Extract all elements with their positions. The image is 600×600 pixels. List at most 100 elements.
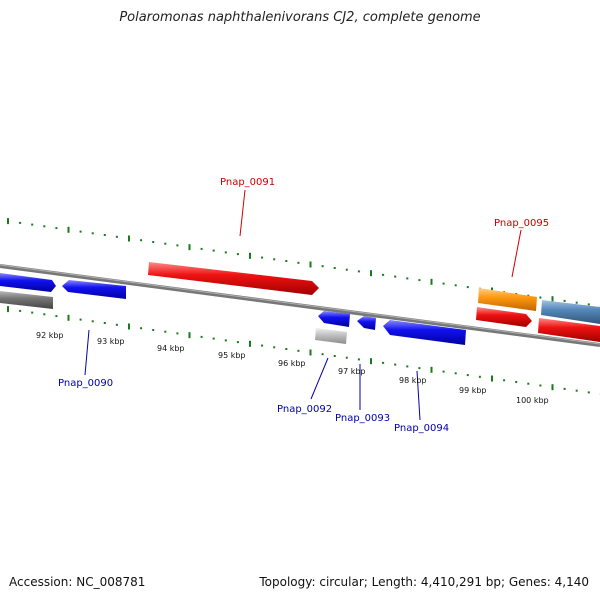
upper-scale-minor-tick — [31, 223, 34, 226]
lower-scale-major-tick — [67, 314, 70, 321]
lower-scale-minor-tick — [212, 337, 215, 340]
gene-leader-lines — [84, 189, 522, 421]
upper-scale-major-tick — [67, 226, 70, 233]
gene-arrow-pnap-0094[interactable] — [383, 320, 466, 345]
upper-scale-minor-tick — [394, 275, 397, 278]
upper-scale-minor-tick — [55, 227, 58, 230]
scale-label-94: 94 kbp — [157, 344, 185, 353]
lower-scale-minor-tick — [164, 330, 167, 333]
scale-label-98: 98 kbp — [399, 376, 427, 385]
upper-scale-minor-tick — [321, 265, 324, 268]
gene-arrow-pnap-0095[interactable] — [478, 288, 537, 311]
lower-scale-major-tick — [491, 375, 493, 382]
upper-scale-minor-tick — [103, 234, 106, 236]
genome-backbone-highlight — [0, 264, 600, 345]
lower-scale-major-tick — [309, 349, 312, 356]
gene-label-pnap-0091[interactable]: Pnap_0091 — [220, 177, 275, 188]
genome-title: Polaromonas naphthalenivorans CJ2, compl… — [119, 10, 481, 25]
upper-scale-minor-tick — [115, 235, 118, 238]
lower-scale-major-tick — [188, 332, 191, 339]
scale-label-92: 92 kbp — [36, 331, 64, 340]
lower-scale-major-tick — [551, 384, 554, 391]
upper-scale-minor-tick — [236, 253, 239, 256]
upper-scale-minor-tick — [454, 284, 457, 287]
lower-scale-minor-tick — [587, 391, 590, 394]
upper-scale-minor-tick — [164, 242, 167, 245]
upper-scale-minor-tick — [79, 230, 82, 233]
lower-scale-minor-tick — [345, 356, 348, 359]
upper-scale-minor-tick — [140, 239, 143, 242]
lower-scale-minor-tick — [19, 309, 22, 312]
lower-scale-minor-tick — [394, 363, 397, 366]
gene-label-pnap-0095[interactable]: Pnap_0095 — [494, 218, 549, 229]
upper-scale-minor-tick — [176, 244, 179, 247]
genome-backbone — [0, 264, 600, 347]
lower-scale-minor-tick — [261, 344, 264, 347]
lower-scale-minor-tick — [478, 375, 481, 378]
gene-label-pnap-0090[interactable]: Pnap_0090 — [58, 378, 113, 389]
lower-scale-minor-tick — [297, 349, 300, 352]
lower-scale-major-tick — [249, 340, 251, 347]
lower-scale-minor-tick — [466, 374, 469, 377]
lower-scale-minor-tick — [115, 323, 118, 326]
upper-scale-minor-tick — [224, 251, 227, 254]
lower-scale-minor-tick — [79, 318, 82, 321]
lower-scale-minor-tick — [418, 367, 421, 370]
upper-scale-minor-tick — [442, 282, 445, 285]
gene-label-pnap-0093[interactable]: Pnap_0093 — [335, 413, 390, 424]
leader-line-pnap-0090 — [84, 329, 90, 376]
lower-scale-major-tick — [128, 323, 130, 330]
upper-scale-minor-tick — [406, 277, 409, 280]
lower-scale-minor-tick — [31, 311, 34, 314]
accession-text: Accession: NC_008781 — [9, 575, 146, 589]
scale-label-97: 97 kbp — [338, 367, 366, 376]
lower-scale-minor-tick — [333, 355, 336, 357]
gene-arrow-left-gray[interactable] — [0, 291, 53, 309]
lower-scale-minor-tick — [406, 365, 409, 368]
reverse-scale-track — [7, 306, 600, 396]
gene-label-pnap-0094[interactable]: Pnap_0094 — [394, 423, 449, 434]
lower-scale-minor-tick — [285, 348, 288, 350]
upper-scale-minor-tick — [539, 296, 542, 299]
upper-scale-major-tick — [551, 296, 554, 303]
upper-scale-minor-tick — [418, 279, 421, 282]
gene-arrow-pnap-0090[interactable] — [62, 280, 126, 299]
upper-scale-minor-tick — [333, 267, 336, 269]
lower-scale-minor-tick — [357, 358, 360, 361]
upper-scale-minor-tick — [357, 270, 360, 273]
upper-scale-minor-tick — [382, 273, 385, 276]
gene-arrow-pnap-0093[interactable] — [357, 316, 376, 330]
lower-scale-major-tick — [7, 306, 9, 313]
upper-scale-minor-tick — [285, 260, 288, 262]
leader-line-pnap-0095 — [511, 229, 522, 278]
gene-arrow-pnap-0091[interactable] — [148, 262, 319, 295]
gene-arrow-right-red-2[interactable] — [538, 318, 600, 342]
lower-scale-minor-tick — [527, 382, 530, 385]
gene-arrow-right-red-1[interactable] — [476, 307, 532, 327]
scale-labels: 92 kbp 93 kbp 94 kbp 95 kbp 96 kbp 97 kb… — [36, 331, 549, 405]
upper-scale-minor-tick — [261, 256, 264, 259]
gene-arrow-left-blue[interactable] — [0, 273, 56, 292]
scale-label-100: 100 kbp — [516, 396, 549, 405]
gene-arrow-pnap-0092[interactable] — [318, 311, 350, 327]
lower-scale-minor-tick — [442, 370, 445, 373]
scale-label-96: 96 kbp — [278, 359, 306, 368]
gene-box-gray[interactable] — [315, 328, 347, 344]
upper-scale-minor-tick — [466, 286, 469, 289]
lower-scale-minor-tick — [55, 315, 58, 318]
lower-scale-minor-tick — [236, 341, 239, 344]
lower-scale-minor-tick — [539, 384, 542, 387]
scale-label-99: 99 kbp — [459, 386, 487, 395]
lower-scale-minor-tick — [103, 322, 106, 324]
forward-scale-track — [7, 218, 600, 308]
leader-line-pnap-0092 — [310, 357, 329, 400]
upper-scale-minor-tick — [200, 247, 203, 250]
upper-scale-major-tick — [249, 252, 251, 259]
gene-label-pnap-0092[interactable]: Pnap_0092 — [277, 404, 332, 415]
scale-label-95: 95 kbp — [218, 351, 246, 360]
upper-scale-minor-tick — [297, 261, 300, 264]
upper-scale-minor-tick — [273, 258, 276, 261]
gene-arrow-right-steelblue[interactable] — [541, 300, 600, 324]
lower-scale-minor-tick — [503, 379, 506, 382]
